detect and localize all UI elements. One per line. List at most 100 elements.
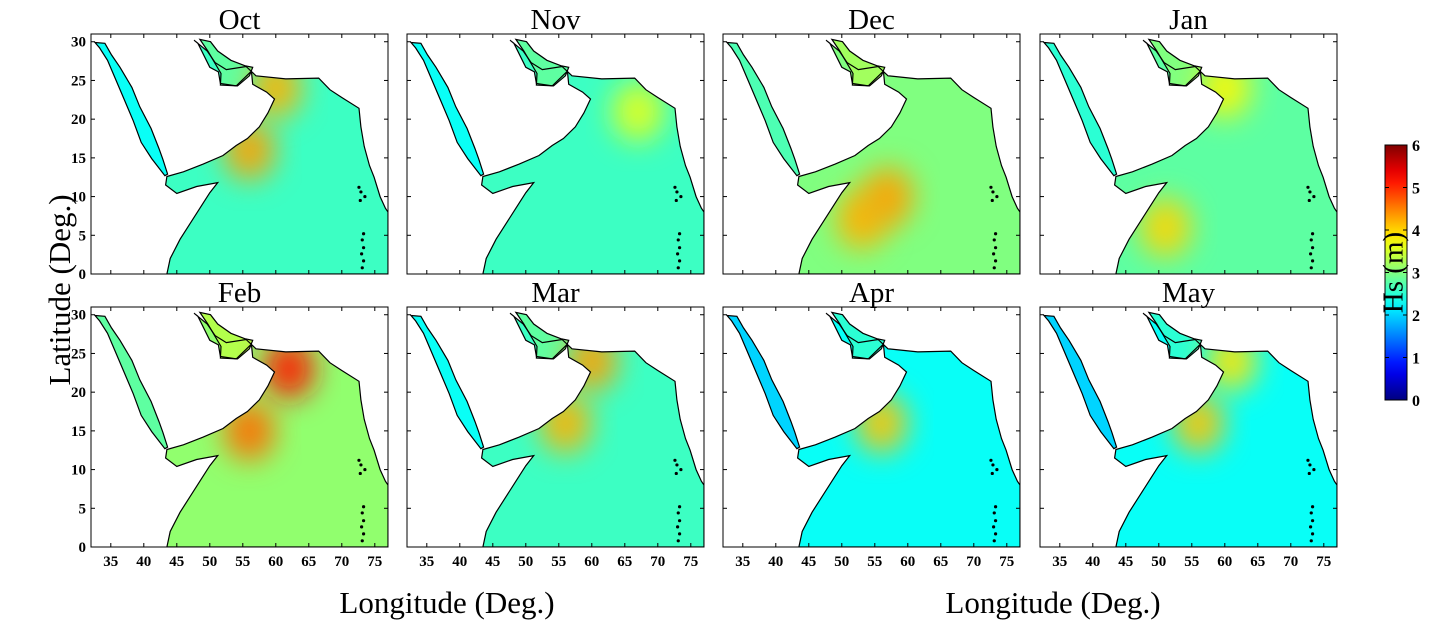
island xyxy=(677,532,682,536)
island xyxy=(1309,266,1313,270)
island xyxy=(360,525,364,529)
red-sea-area xyxy=(727,315,800,449)
island xyxy=(360,539,364,543)
island xyxy=(989,458,993,462)
longitude-tick-label: 45 xyxy=(485,554,500,570)
island xyxy=(358,471,362,476)
island xyxy=(990,198,994,203)
latitude-tick-label: 20 xyxy=(71,385,86,401)
island xyxy=(673,185,677,189)
island xyxy=(992,252,996,256)
island xyxy=(1306,185,1310,189)
island xyxy=(993,532,998,536)
island xyxy=(1309,511,1313,515)
island xyxy=(1309,539,1313,543)
longitude-tick-label: 40 xyxy=(768,554,783,570)
longitude-tick-label: 50 xyxy=(1151,554,1166,570)
latitude-tick-label: 5 xyxy=(79,228,87,244)
panel-title: Apr xyxy=(849,277,894,309)
hs-maximum-spot xyxy=(263,338,315,399)
latitude-tick-label: 10 xyxy=(71,463,86,479)
panel-frame xyxy=(406,306,705,548)
longitude-tick-label: 65 xyxy=(1250,554,1265,570)
map-panel-may: 35 40 45 50 55 60 65 70 75 May xyxy=(1039,277,1338,570)
island xyxy=(990,471,994,476)
longitude-tick-label: 60 xyxy=(1217,554,1232,570)
island xyxy=(1309,252,1313,256)
colorbar-tick-label: 2 xyxy=(1412,308,1420,325)
island xyxy=(359,190,363,194)
island xyxy=(992,525,996,529)
x-axis-label-right: Longitude (Deg.) xyxy=(945,585,1161,620)
red-sea-area xyxy=(95,315,168,449)
island xyxy=(1310,519,1315,523)
island xyxy=(675,463,679,467)
island xyxy=(676,238,680,242)
sea-area xyxy=(165,313,388,547)
island xyxy=(357,458,361,462)
sea-area xyxy=(797,313,1020,547)
island xyxy=(1312,467,1316,472)
panel-title: Dec xyxy=(848,4,895,36)
longitude-tick-label: 45 xyxy=(1118,554,1133,570)
panel-frame xyxy=(1039,33,1338,275)
panel-frame xyxy=(406,33,705,275)
island xyxy=(360,511,364,515)
y-axis-label: Latitude (Deg.) xyxy=(42,194,77,386)
island xyxy=(993,259,998,263)
longitude-tick-label: 75 xyxy=(683,554,698,570)
latitude-tick-label: 5 xyxy=(79,501,87,517)
map-panel-mar: 35 40 45 50 55 60 65 70 75 Mar xyxy=(406,277,705,570)
longitude-tick-label: 70 xyxy=(966,554,981,570)
island xyxy=(992,511,996,515)
latitude-tick-label: 15 xyxy=(71,424,86,440)
island xyxy=(677,259,682,263)
island xyxy=(992,539,996,543)
coastline xyxy=(1147,38,1203,87)
red-sea-area xyxy=(1044,315,1117,449)
island xyxy=(1310,232,1315,236)
latitude-tick-label: 25 xyxy=(71,346,86,362)
island xyxy=(677,505,682,509)
island xyxy=(1307,471,1311,476)
longitude-tick-label: 35 xyxy=(103,554,118,570)
island xyxy=(991,190,995,194)
island xyxy=(674,471,678,476)
panel-title: Nov xyxy=(531,4,581,36)
coastline xyxy=(1147,311,1203,360)
latitude-tick-label: 30 xyxy=(71,35,86,51)
island xyxy=(1309,525,1313,529)
island xyxy=(361,259,366,263)
island xyxy=(1310,259,1315,263)
coastline xyxy=(514,38,570,87)
longitude-tick-label: 35 xyxy=(1052,554,1067,570)
panel-title: Jan xyxy=(1169,4,1208,36)
island xyxy=(676,266,680,270)
longitude-tick-label: 75 xyxy=(999,554,1014,570)
island xyxy=(677,519,682,523)
longitude-tick-label: 70 xyxy=(1283,554,1298,570)
island xyxy=(361,232,366,236)
island xyxy=(992,238,996,242)
longitude-tick-label: 40 xyxy=(1085,554,1100,570)
coastline xyxy=(93,314,169,450)
island xyxy=(1306,458,1310,462)
island xyxy=(1310,505,1315,509)
island xyxy=(676,539,680,543)
panel-frame xyxy=(90,306,389,548)
island xyxy=(676,511,680,515)
gulf-area xyxy=(199,39,253,86)
island xyxy=(677,232,682,236)
island xyxy=(363,194,367,199)
latitude-tick-label: 0 xyxy=(79,540,87,556)
island xyxy=(361,246,366,250)
colorbar-tick-label: 3 xyxy=(1412,266,1420,283)
island xyxy=(1308,190,1312,194)
longitude-tick-label: 55 xyxy=(1184,554,1199,570)
map-panel-oct: 0 5 10 15 20 25 30 Oct xyxy=(71,4,389,283)
longitude-tick-label: 65 xyxy=(301,554,316,570)
island xyxy=(363,467,367,472)
panel-title: Oct xyxy=(219,4,261,36)
hs-maximum-spot xyxy=(612,81,664,142)
